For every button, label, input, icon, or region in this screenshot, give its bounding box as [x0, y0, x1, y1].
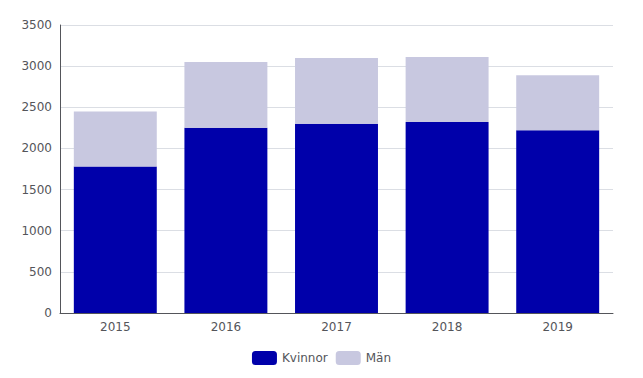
svg-text:0: 0 [44, 306, 52, 320]
svg-text:2018: 2018 [432, 320, 463, 334]
svg-text:Män: Män [366, 351, 391, 365]
svg-text:2017: 2017 [321, 320, 352, 334]
svg-text:2016: 2016 [211, 320, 242, 334]
svg-text:Kvinnor: Kvinnor [282, 351, 328, 365]
svg-text:3000: 3000 [21, 59, 52, 73]
svg-text:1500: 1500 [21, 183, 52, 197]
svg-text:500: 500 [29, 265, 52, 279]
svg-text:2000: 2000 [21, 141, 52, 155]
svg-text:2015: 2015 [100, 320, 131, 334]
svg-text:3500: 3500 [21, 18, 52, 32]
svg-text:2500: 2500 [21, 100, 52, 114]
svg-text:1000: 1000 [21, 224, 52, 238]
svg-text:2019: 2019 [542, 320, 573, 334]
